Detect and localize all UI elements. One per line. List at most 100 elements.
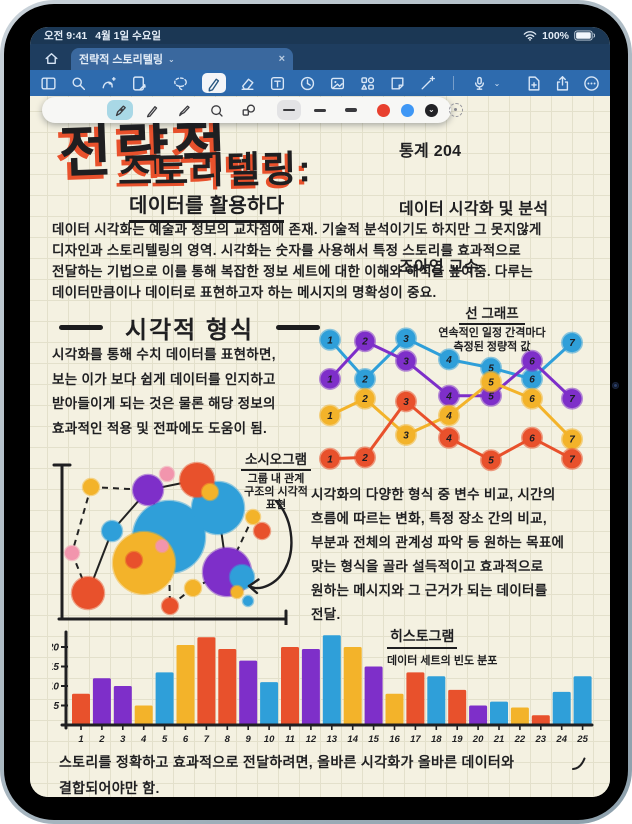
- color-picker-icon[interactable]: [449, 103, 463, 117]
- svg-text:14: 14: [347, 734, 358, 745]
- course-name: 데이터 시각화 및 분석: [399, 201, 549, 218]
- shape-pen-icon: [242, 104, 255, 116]
- line-chart-drawing: 1 2 3 4 5 6 7 1 2 3 4 5 6 7 1 2 3 4 5 6 7 1 2 3 4 5 6 7: [319, 327, 583, 472]
- note-subtitle: 데이터를 활용하다: [129, 189, 285, 223]
- histogram-drawing: 5101520123456789101112131415161718192021…: [52, 630, 594, 745]
- svg-text:10: 10: [264, 734, 275, 745]
- svg-text:13: 13: [327, 734, 338, 745]
- fountain-pen-tool[interactable]: [107, 100, 133, 120]
- svg-text:7: 7: [569, 394, 575, 405]
- shapes-tool-icon[interactable]: [299, 75, 316, 92]
- svg-text:19: 19: [452, 734, 463, 745]
- sociogram-caption-1: 그룹 내 관계: [247, 473, 305, 485]
- home-button[interactable]: [40, 48, 62, 68]
- heading-dash-right: [276, 325, 321, 330]
- svg-text:5: 5: [488, 456, 494, 467]
- ballpoint-pen-icon: [146, 105, 157, 117]
- tab-bar: 전략적 스토리텔링 ⌄ ×: [30, 44, 610, 70]
- svg-text:1: 1: [327, 335, 333, 346]
- svg-text:20: 20: [52, 643, 59, 654]
- image-icon[interactable]: [329, 75, 346, 92]
- thumbnails-sidebar-icon[interactable]: [40, 75, 57, 92]
- svg-text:4: 4: [445, 433, 452, 444]
- svg-text:1: 1: [327, 454, 333, 465]
- svg-text:6: 6: [529, 375, 535, 386]
- highlighter-tool[interactable]: [203, 100, 229, 120]
- svg-text:18: 18: [431, 734, 442, 745]
- sociogram-title: 소시오그램: [240, 448, 312, 471]
- svg-text:2: 2: [98, 734, 105, 745]
- lasso-icon[interactable]: [172, 75, 189, 92]
- heading-dash-left: [59, 325, 103, 330]
- page-turn-curl[interactable]: [571, 756, 589, 774]
- svg-text:3: 3: [120, 734, 126, 745]
- section-heading: 시각적 형식: [59, 310, 321, 345]
- page-template-icon[interactable]: [130, 75, 147, 92]
- svg-text:6: 6: [529, 356, 535, 367]
- brush-pen-icon: [178, 104, 190, 116]
- tab-close-icon[interactable]: ×: [278, 53, 285, 65]
- add-page-icon[interactable]: [525, 75, 542, 92]
- svg-text:25: 25: [576, 734, 588, 745]
- search-icon[interactable]: [70, 75, 87, 92]
- svg-text:12: 12: [306, 734, 317, 745]
- svg-text:2: 2: [361, 453, 368, 464]
- svg-text:3: 3: [403, 397, 409, 408]
- svg-text:21: 21: [493, 734, 505, 745]
- svg-text:2: 2: [361, 337, 368, 348]
- color-red[interactable]: [377, 103, 390, 117]
- note-title-sub: 스토리텔링:: [117, 148, 313, 193]
- wifi-icon: [523, 31, 537, 41]
- svg-text:15: 15: [52, 662, 59, 673]
- stroke-thin[interactable]: [277, 100, 301, 120]
- elements-icon[interactable]: [359, 75, 376, 92]
- fountain-pen-icon: [115, 104, 126, 116]
- sociogram-caption-2: 구조의 시각적: [244, 486, 308, 498]
- svg-text:2: 2: [361, 375, 368, 386]
- svg-text:1: 1: [327, 411, 333, 422]
- ballpoint-pen-tool[interactable]: [139, 100, 165, 120]
- closing-paragraph: 스토리를 정확하고 효과적으로 전달하려면, 올바른 시각화가 올바른 데이터와…: [59, 754, 515, 796]
- color-black-selected[interactable]: ⌄: [425, 103, 438, 117]
- tab-active[interactable]: 전략적 스토리텔링 ⌄ ×: [71, 48, 293, 70]
- shape-pen-tool[interactable]: [235, 100, 261, 120]
- sticky-note-icon[interactable]: [389, 75, 406, 92]
- line-chart-caption-2: 측정된 정량적 값: [453, 340, 531, 353]
- svg-text:5: 5: [488, 363, 494, 374]
- highlighter-icon: [210, 104, 223, 117]
- course-professor: 조아영 교수: [399, 259, 479, 276]
- eraser-icon[interactable]: [239, 75, 256, 92]
- text-tool-icon[interactable]: [269, 75, 286, 92]
- svg-text:17: 17: [410, 734, 421, 745]
- audio-chevron-down-icon[interactable]: ⌄: [493, 78, 501, 88]
- main-toolbar: ⌄: [30, 70, 610, 96]
- histogram-title: 히스토그램: [387, 626, 458, 649]
- scroll-mode-icon[interactable]: [100, 75, 117, 92]
- visual-format-paragraph: 시각화를 통해 수치 데이터를 표현하면, 보는 이가 보다 쉽게 데이터를 인…: [52, 347, 276, 436]
- pen-tool-selected[interactable]: [201, 73, 226, 93]
- color-blue[interactable]: [401, 103, 414, 117]
- sociogram-caption-3: 표현: [265, 499, 287, 511]
- svg-text:9: 9: [246, 734, 252, 745]
- battery-icon: [574, 30, 596, 41]
- share-icon[interactable]: [554, 75, 571, 92]
- audio-record-icon[interactable]: [471, 75, 488, 92]
- stroke-medium[interactable]: [308, 100, 332, 120]
- svg-text:10: 10: [52, 682, 59, 693]
- histogram-labels: 히스토그램 데이터 세트의 빈도 분포: [387, 626, 547, 668]
- svg-text:5: 5: [53, 701, 59, 712]
- stroke-thick[interactable]: [339, 100, 363, 120]
- note-canvas[interactable]: ⌄ 전략적 스토리텔링: 데이터를 활용하다 통계 204 데이터 시각화 및 …: [30, 96, 610, 797]
- svg-text:24: 24: [555, 734, 567, 745]
- more-options-icon[interactable]: [583, 75, 600, 92]
- svg-text:7: 7: [569, 435, 575, 446]
- brush-pen-tool[interactable]: [171, 100, 197, 120]
- svg-text:15: 15: [368, 734, 379, 745]
- device-bezel: 오전 9:41 4월 1일 수요일 100% 전략적 스토리텔링 ⌄ ×: [4, 4, 628, 820]
- svg-text:4: 4: [445, 411, 452, 422]
- svg-text:5: 5: [488, 377, 494, 388]
- laser-pointer-icon[interactable]: [419, 75, 436, 92]
- svg-text:6: 6: [529, 394, 535, 405]
- tab-chevron-down-icon[interactable]: ⌄: [168, 54, 175, 64]
